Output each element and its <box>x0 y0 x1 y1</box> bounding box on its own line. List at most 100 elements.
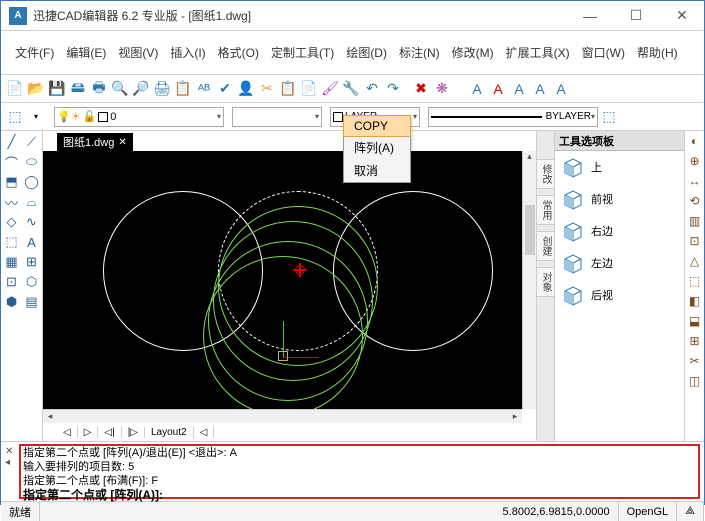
ctx-cancel[interactable]: 取消 <box>344 159 410 182</box>
palette-item[interactable]: 后视 <box>555 279 684 311</box>
mt-last[interactable]: |▷ <box>122 427 145 438</box>
menu-modify[interactable]: 修改(M) <box>446 42 500 63</box>
cmd-close[interactable]: ✕◂ <box>5 444 19 499</box>
menu-edit[interactable]: 编辑(E) <box>60 42 112 63</box>
modify-tool[interactable]: ▥ <box>687 213 703 229</box>
draw-tool[interactable]: ⬭ <box>23 153 41 171</box>
toolbar-button[interactable]: ↶ <box>362 79 382 99</box>
modify-tool[interactable]: ◧ <box>687 293 703 309</box>
draw-tool[interactable]: ⊡ <box>3 273 21 291</box>
toolbar-button[interactable]: 💾 <box>47 79 67 99</box>
menu-help[interactable]: 帮助(H) <box>631 42 684 63</box>
toolbar-button[interactable]: 📋 <box>173 79 193 99</box>
scrollbar-vertical[interactable]: ▴ <box>522 151 536 409</box>
palette-tab[interactable]: 常用 <box>536 195 555 225</box>
menu-draw[interactable]: 绘图(D) <box>340 42 393 63</box>
palette-item[interactable]: 上 <box>555 151 684 183</box>
toolbar-button[interactable]: A <box>551 79 571 99</box>
maximize-button[interactable]: ☐ <box>622 5 650 27</box>
scrollbar-horizontal[interactable]: ◂▸ <box>43 409 522 423</box>
menu-format[interactable]: 格式(O) <box>212 42 265 63</box>
toolbar-button[interactable]: 🖌 <box>320 79 340 99</box>
modify-tool[interactable]: ⊡ <box>687 233 703 249</box>
drawing-canvas[interactable] <box>43 151 522 409</box>
modify-tool[interactable]: ◫ <box>687 373 703 389</box>
draw-tool[interactable]: ◯ <box>23 173 41 191</box>
lineweight-combo[interactable]: BYLAYER▾ <box>428 107 598 127</box>
palette-tab[interactable]: 对象 <box>536 267 555 297</box>
modify-tool[interactable]: ⟲ <box>687 193 703 209</box>
apply-button[interactable]: ⬚ <box>599 107 619 127</box>
toolbar-button[interactable]: 🖶 <box>89 79 109 99</box>
ctx-array[interactable]: 阵列(A) <box>344 136 410 159</box>
toolbar-button[interactable]: 🔎 <box>131 79 151 99</box>
palette-item[interactable]: 前视 <box>555 183 684 215</box>
mt-more[interactable]: ◁ <box>194 427 215 438</box>
toolbar-button[interactable]: 📂 <box>26 79 46 99</box>
toolbar-button[interactable]: 📄 <box>5 79 25 99</box>
draw-tool[interactable]: ⟋ <box>23 133 41 151</box>
linetype-combo[interactable]: ▾ <box>232 107 322 127</box>
ctx-copy[interactable]: COPY <box>343 115 411 137</box>
modify-tool[interactable]: ⊞ <box>687 333 703 349</box>
toolbar-button[interactable]: 👤 <box>236 79 256 99</box>
modify-tool[interactable]: △ <box>687 253 703 269</box>
palette-tab[interactable]: 修改 <box>536 159 555 189</box>
draw-tool[interactable]: ◇ <box>3 213 21 231</box>
palette-item[interactable]: 右边 <box>555 215 684 247</box>
toolbar-button[interactable]: A <box>488 79 508 99</box>
modify-tool[interactable]: ⬓ <box>687 313 703 329</box>
toolbar-button[interactable]: 🔧 <box>341 79 361 99</box>
close-button[interactable]: ✕ <box>668 5 696 27</box>
layer-dropdown-icon[interactable]: ▾ <box>26 107 46 127</box>
mt-first[interactable]: ◁| <box>98 427 121 438</box>
toolbar-button[interactable]: ↷ <box>383 79 403 99</box>
toolbar-button[interactable]: A <box>467 79 487 99</box>
menu-window[interactable]: 窗口(W) <box>576 42 631 63</box>
modify-tool[interactable]: ↔ <box>687 173 703 189</box>
draw-tool[interactable]: ⬒ <box>3 173 21 191</box>
modify-tool[interactable]: ⊕ <box>687 153 703 169</box>
menu-dimension[interactable]: 标注(N) <box>393 42 446 63</box>
menu-extend[interactable]: 扩展工具(X) <box>500 42 576 63</box>
draw-tool[interactable]: ▤ <box>23 293 41 311</box>
toolbar-button[interactable]: A <box>530 79 550 99</box>
draw-tool[interactable]: ⬚ <box>3 233 21 251</box>
minimize-button[interactable]: — <box>576 5 604 27</box>
draw-tool[interactable]: ⬡ <box>23 273 41 291</box>
toolbar-button[interactable]: ❋ <box>432 79 452 99</box>
draw-tool[interactable]: 〰 <box>3 193 21 211</box>
toolbar-button[interactable]: ᴬᴮ <box>194 79 214 99</box>
modify-tool[interactable]: ⬚ <box>687 273 703 289</box>
mt-prev[interactable]: ◁ <box>57 427 78 438</box>
toolbar-button[interactable]: 🖨 <box>152 79 172 99</box>
toolbar-button[interactable]: ✖ <box>411 79 431 99</box>
draw-tool[interactable]: ╱ <box>3 133 21 151</box>
draw-tool[interactable]: ⬢ <box>3 293 21 311</box>
menu-view[interactable]: 视图(V) <box>112 42 164 63</box>
menu-tools[interactable]: 定制工具(T) <box>265 42 340 63</box>
toolbar-button[interactable]: ✂ <box>257 79 277 99</box>
mt-layout[interactable]: Layout2 <box>145 427 194 438</box>
toolbar-button[interactable]: ✔ <box>215 79 235 99</box>
toolbar-button[interactable]: 🔍 <box>110 79 130 99</box>
draw-tool[interactable]: ⊞ <box>23 253 41 271</box>
command-log[interactable]: 指定第二个点或 [阵列(A)/退出(E)] <退出>: A 输入要排列的项目数:… <box>19 444 700 499</box>
menu-file[interactable]: 文件(F) <box>9 42 60 63</box>
modify-tool[interactable]: ◐ <box>687 133 703 149</box>
menu-insert[interactable]: 插入(I) <box>164 42 211 63</box>
toolbar-button[interactable]: A <box>509 79 529 99</box>
mt-next[interactable]: ▷ <box>78 427 99 438</box>
layer-combo[interactable]: 💡 ☀ 🔓 0 ▾ <box>54 107 224 127</box>
modify-tool[interactable]: ✂ <box>687 353 703 369</box>
draw-tool[interactable]: ⌓ <box>23 193 41 211</box>
draw-tool[interactable]: ⌒ <box>3 153 21 171</box>
doc-tab-close[interactable]: ✕ <box>118 137 126 148</box>
doc-tab[interactable]: 图纸1.dwg ✕ <box>57 133 133 151</box>
palette-tab[interactable]: 创建 <box>536 231 555 261</box>
draw-tool[interactable]: ∿ <box>23 213 41 231</box>
toolbar-button[interactable]: 📋 <box>278 79 298 99</box>
toolbar-button[interactable]: 🖴 <box>68 79 88 99</box>
draw-tool[interactable]: ▦ <box>3 253 21 271</box>
draw-tool[interactable]: A <box>23 233 41 251</box>
